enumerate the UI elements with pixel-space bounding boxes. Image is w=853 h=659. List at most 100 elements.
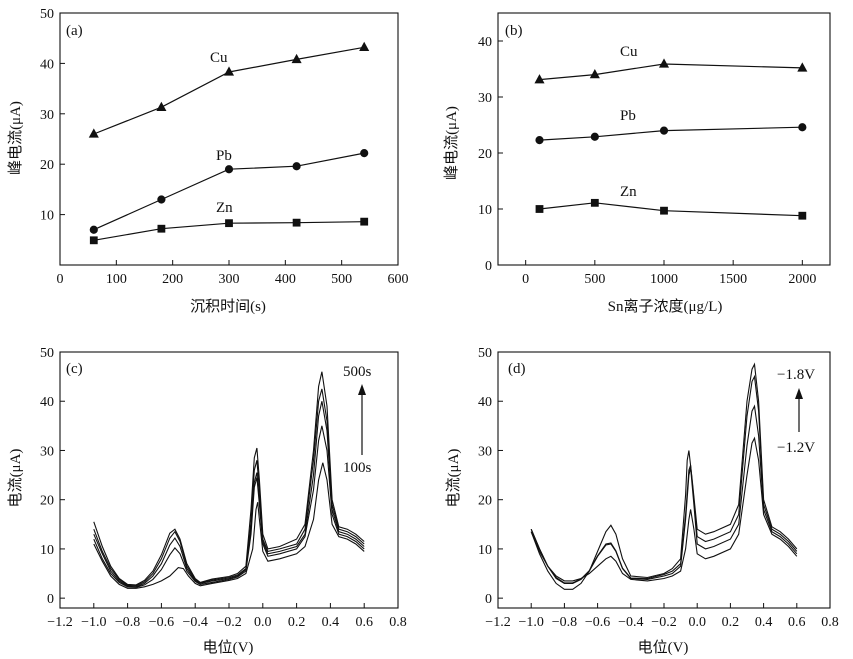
plot-d-area: −1.2 −1.0 −0.8 −0.6 −0.4 −0.2 0.0 0.2 0.4 0.6 0.8 0… bbox=[478, 346, 839, 630]
y-tick-label-a: 30 bbox=[40, 108, 54, 123]
panel-a-xlabel: 沉积时间(s) bbox=[190, 298, 266, 315]
y-tick-label-d: 40 bbox=[478, 395, 492, 410]
panel-b-label: (b) bbox=[505, 23, 523, 39]
y-tick-label-d: 10 bbox=[478, 543, 492, 558]
panel-c-label: (c) bbox=[66, 361, 83, 377]
series-line-b-zn bbox=[539, 202, 803, 217]
panel-a-series-label-cu: Cu bbox=[210, 50, 228, 66]
y-tick-label-c: 0 bbox=[47, 592, 54, 607]
panel-d-ylabel: 电流(μA) bbox=[445, 449, 462, 508]
x-tick-label-a: 600 bbox=[388, 272, 409, 287]
y-tick-label-b: 0 bbox=[485, 259, 492, 274]
panel-d-annotation-top: −1.8V bbox=[777, 367, 815, 383]
data-point-a-pb bbox=[224, 165, 234, 174]
panel-b-series-label-cu: Cu bbox=[620, 44, 638, 60]
y-tick-label-d: 20 bbox=[478, 494, 492, 509]
y-tick-label-c: 50 bbox=[40, 346, 54, 361]
y-tick-label-a: 20 bbox=[40, 158, 54, 173]
plot-frame-d bbox=[497, 351, 831, 609]
data-point-b-cu bbox=[658, 58, 670, 68]
data-point-a-zn bbox=[225, 219, 233, 228]
x-tick-label-c: −0.8 bbox=[115, 615, 140, 630]
y-tick-label-b: 20 bbox=[478, 147, 492, 162]
data-point-a-cu bbox=[359, 41, 370, 51]
data-point-b-cu bbox=[534, 74, 545, 84]
panel-a: 0 100 200 300 400 500 600 10 20 30 40 50 (a) 沉积时间(s… bbox=[7, 7, 409, 315]
data-point-a-pb bbox=[157, 195, 166, 204]
x-tick-label-d: −1.0 bbox=[518, 615, 543, 630]
x-tick-label-c: −0.4 bbox=[182, 615, 207, 630]
x-tick-label-c: −1.0 bbox=[81, 615, 106, 630]
x-tick-label-d: −0.4 bbox=[618, 615, 643, 630]
plot-a-area: 0 100 200 300 400 500 600 10 20 30 40 50 bbox=[40, 7, 409, 287]
y-tick-label-d: 50 bbox=[478, 346, 492, 361]
x-tick-label-d: 0.0 bbox=[688, 615, 706, 630]
x-tick-label-b: 0 bbox=[522, 272, 529, 287]
data-point-a-cu bbox=[223, 66, 235, 76]
y-tick-label-b: 30 bbox=[478, 91, 492, 106]
panel-b-ylabel: 峰电流(μA) bbox=[443, 106, 460, 180]
plot-frame-b bbox=[497, 12, 831, 266]
data-point-a-zn bbox=[360, 217, 369, 226]
panel-b-series-label-pb: Pb bbox=[620, 108, 636, 124]
data-point-b-pb bbox=[535, 136, 544, 145]
data-point-b-zn bbox=[590, 198, 599, 207]
series-line-b-pb bbox=[539, 126, 803, 141]
series-line-d-14v bbox=[530, 404, 798, 584]
x-tick-label-a: 100 bbox=[106, 272, 127, 287]
panel-a-ylabel: 峰电流(μA) bbox=[7, 101, 24, 175]
y-tick-label-c: 20 bbox=[40, 494, 54, 509]
panel-a-series-label-zn: Zn bbox=[216, 200, 233, 216]
data-point-a-cu bbox=[88, 128, 99, 138]
x-tick-label-c: −0.6 bbox=[149, 615, 174, 630]
series-line-d-16v bbox=[530, 374, 798, 584]
panel-b-xlabel: Sn离子浓度(μg/L) bbox=[608, 298, 723, 315]
data-point-b-cu bbox=[589, 69, 600, 79]
series-line-b-cu bbox=[539, 63, 803, 81]
data-point-a-zn bbox=[157, 224, 166, 233]
panel-a-series-label-pb: Pb bbox=[216, 148, 232, 164]
data-point-b-pb bbox=[798, 123, 807, 132]
series-line-a-pb bbox=[93, 152, 365, 231]
data-point-a-zn bbox=[89, 236, 98, 245]
x-tick-label-d: 0.2 bbox=[722, 615, 740, 630]
x-tick-label-a: 200 bbox=[162, 272, 183, 287]
x-tick-label-c: −1.2 bbox=[47, 615, 72, 630]
panel-d: −1.2 −1.0 −0.8 −0.6 −0.4 −0.2 0.0 0.2 0.4 0.6 0.8 0… bbox=[445, 346, 839, 656]
data-point-b-pb bbox=[590, 132, 599, 141]
x-tick-label-c: 0.2 bbox=[288, 615, 306, 630]
panel-d-xlabel: 电位(V) bbox=[638, 639, 689, 656]
data-point-b-zn bbox=[798, 211, 807, 220]
data-point-a-zn bbox=[292, 218, 301, 227]
series-line-c-400s bbox=[93, 388, 365, 587]
x-tick-label-c: −0.2 bbox=[216, 615, 241, 630]
panel-d-label: (d) bbox=[508, 361, 526, 377]
x-tick-label-d: 0.4 bbox=[755, 615, 773, 630]
data-point-a-cu bbox=[156, 101, 167, 111]
x-tick-label-a: 300 bbox=[219, 272, 240, 287]
x-tick-label-a: 0 bbox=[57, 272, 64, 287]
panel-b: 0 500 1000 1500 2000 0 10 20 30 40 (b) Sn离子浓度(μg/… bbox=[443, 12, 831, 315]
panel-d-annotation-bottom: −1.2V bbox=[777, 440, 815, 456]
y-tick-label-d: 30 bbox=[478, 444, 492, 459]
x-tick-label-b: 1000 bbox=[650, 272, 678, 287]
x-tick-label-b: 1500 bbox=[719, 272, 747, 287]
panel-c: −1.2 −1.0 −0.8 −0.6 −0.4 −0.2 0.0 0.2 0.4 0.6 0.8 0… bbox=[7, 346, 407, 656]
y-tick-label-d: 0 bbox=[485, 592, 492, 607]
data-point-a-pb bbox=[360, 149, 369, 158]
data-point-b-pb bbox=[659, 126, 669, 135]
series-line-c-300s bbox=[93, 401, 365, 588]
x-tick-label-c: 0.0 bbox=[254, 615, 272, 630]
x-tick-label-a: 400 bbox=[275, 272, 296, 287]
x-tick-label-d: −0.6 bbox=[585, 615, 610, 630]
plot-c-area: −1.2 −1.0 −0.8 −0.6 −0.4 −0.2 0.0 0.2 0.4 0.6 0.8 0… bbox=[40, 346, 407, 630]
y-tick-label-a: 40 bbox=[40, 57, 54, 72]
data-point-b-cu bbox=[797, 62, 808, 72]
y-tick-label-c: 30 bbox=[40, 444, 54, 459]
y-tick-label-c: 40 bbox=[40, 395, 54, 410]
series-line-d-12v bbox=[530, 436, 798, 582]
series-line-c-200s bbox=[93, 425, 365, 588]
series-line-c-500s bbox=[93, 371, 365, 586]
y-tick-label-a: 10 bbox=[40, 209, 54, 224]
